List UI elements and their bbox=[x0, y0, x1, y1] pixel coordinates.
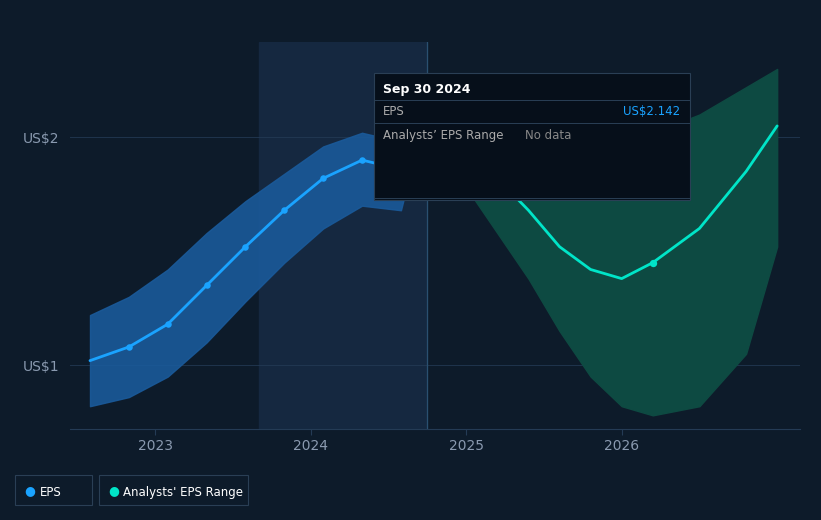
Text: Actual: Actual bbox=[379, 76, 421, 89]
Text: US$2.142: US$2.142 bbox=[623, 106, 681, 119]
Text: Analysts Forecasts: Analysts Forecasts bbox=[437, 76, 547, 89]
Text: ●: ● bbox=[108, 485, 119, 498]
Text: EPS: EPS bbox=[383, 106, 404, 119]
Text: Sep 30 2024: Sep 30 2024 bbox=[383, 83, 470, 96]
Point bbox=[355, 156, 369, 164]
Point bbox=[646, 258, 659, 267]
Text: ●: ● bbox=[25, 485, 35, 498]
Text: Analysts’ EPS Range: Analysts’ EPS Range bbox=[383, 129, 503, 142]
Point bbox=[122, 343, 135, 351]
Text: No data: No data bbox=[525, 129, 571, 142]
Point bbox=[394, 165, 407, 173]
Point bbox=[421, 101, 434, 109]
Point bbox=[277, 206, 291, 214]
Point bbox=[161, 320, 174, 328]
Point bbox=[200, 281, 213, 290]
Point bbox=[317, 174, 330, 183]
Text: EPS: EPS bbox=[39, 486, 61, 499]
Bar bbox=[259, 42, 428, 429]
Point bbox=[239, 242, 252, 251]
Text: Analysts' EPS Range: Analysts' EPS Range bbox=[123, 486, 243, 499]
